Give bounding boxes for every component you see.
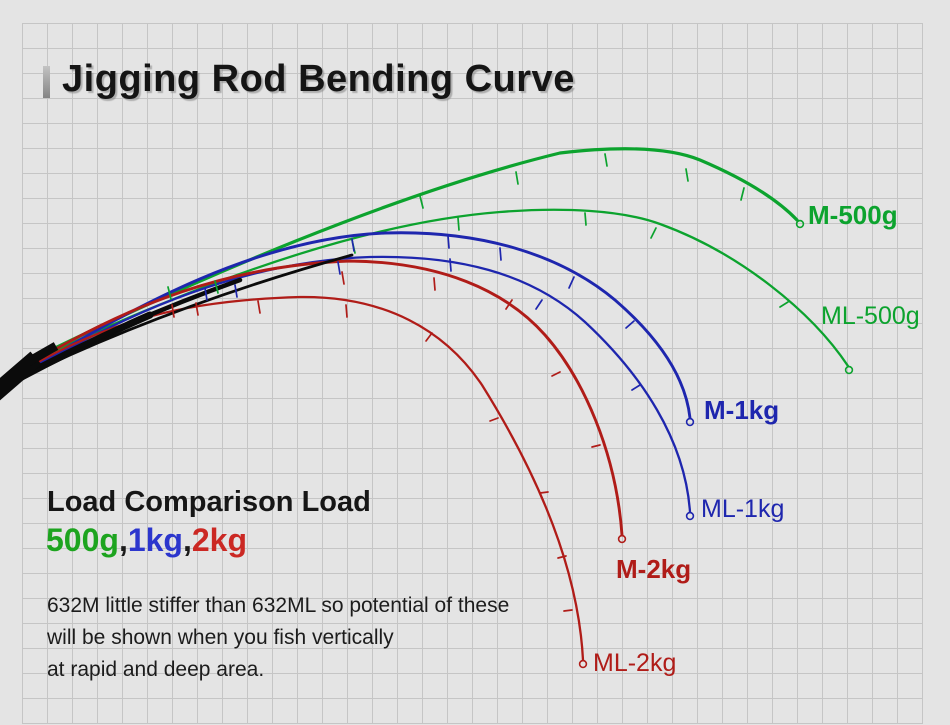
guide-tick-ML-1kg bbox=[631, 384, 641, 391]
guide-tick-M-1kg bbox=[568, 276, 575, 289]
description-line: will be shown when you fish vertically bbox=[47, 626, 394, 649]
guide-tick-M-500g bbox=[685, 168, 689, 182]
guide-tick-ML-2kg bbox=[345, 304, 348, 318]
guide-tick-M-500g bbox=[740, 187, 745, 201]
guide-tick-M-2kg bbox=[591, 444, 601, 448]
rod-blank-bundle bbox=[0, 253, 354, 390]
load-item: 2kg bbox=[191, 522, 247, 558]
guide-tick-ML-1kg bbox=[535, 299, 543, 310]
curve-path-ML-500g bbox=[12, 208, 850, 372]
load-item: 1kg bbox=[127, 522, 183, 558]
title-accent-bar bbox=[43, 66, 50, 98]
curve-path-M-2kg bbox=[12, 259, 624, 537]
guide-tick-ML-2kg bbox=[425, 332, 433, 342]
guide-tick-M-1kg bbox=[625, 320, 635, 329]
guide-tick-M-500g bbox=[167, 286, 172, 300]
curve-label-ML-500g: ML-500g bbox=[821, 302, 920, 330]
curve-path-ML-1kg bbox=[12, 255, 692, 514]
guide-tick-ML-2kg bbox=[539, 491, 549, 494]
page-title: Jigging Rod Bending Curve bbox=[62, 58, 575, 100]
guide-tick-M-500g bbox=[604, 153, 608, 167]
guide-tick-M-2kg bbox=[171, 304, 175, 318]
guide-tick-ML-2kg bbox=[489, 417, 499, 422]
description: 632M little stiffer than 632ML so potent… bbox=[47, 590, 509, 686]
legend-heading: Load Comparison Load bbox=[47, 486, 371, 518]
guide-tick-M-2kg bbox=[505, 299, 513, 310]
curve-label-M-2kg: M-2kg bbox=[616, 554, 691, 584]
guide-tick-ML-2kg bbox=[563, 609, 573, 612]
rod-tip-ring-ML-2kg bbox=[578, 659, 588, 669]
rod-tip-ring-ML-1kg bbox=[685, 511, 695, 521]
guide-tick-M-1kg bbox=[499, 247, 502, 261]
load-item: 500g bbox=[46, 522, 119, 558]
guide-tick-ML-2kg bbox=[257, 300, 261, 314]
rod-grip bbox=[0, 351, 42, 401]
guide-tick-M-1kg bbox=[351, 238, 355, 252]
guide-tick-M-2kg bbox=[433, 277, 436, 291]
load-item: , bbox=[118, 522, 128, 558]
guide-tick-ML-1kg bbox=[337, 261, 341, 275]
guide-tick-ML-500g bbox=[779, 301, 789, 308]
guide-tick-ML-500g bbox=[457, 217, 460, 231]
guide-tick-M-500g bbox=[419, 195, 424, 209]
curve-path-M-500g bbox=[12, 147, 799, 370]
curve-label-M-500g: M-500g bbox=[808, 200, 898, 230]
curve-label-M-1kg: M-1kg bbox=[704, 395, 779, 425]
load-item: , bbox=[182, 522, 192, 558]
rod-grip bbox=[25, 342, 59, 366]
rod-tip-ring-M-1kg bbox=[685, 417, 695, 427]
rod-tip-ring-ML-500g bbox=[844, 365, 854, 375]
legend-loads: 500g,1kg,2kg bbox=[46, 522, 247, 559]
curve-path-M-1kg bbox=[12, 231, 692, 420]
guide-tick-ML-500g bbox=[650, 227, 657, 239]
description-line: 632M little stiffer than 632ML so potent… bbox=[47, 594, 510, 617]
curve-label-ML-1kg: ML-1kg bbox=[701, 495, 784, 523]
guide-tick-M-500g bbox=[515, 171, 519, 185]
description-line: at rapid and deep area. bbox=[47, 658, 265, 681]
curve-label-ML-2kg: ML-2kg bbox=[593, 649, 676, 677]
guide-tick-ML-500g bbox=[214, 280, 219, 294]
guide-tick-ML-2kg bbox=[195, 302, 199, 316]
guide-tick-M-2kg bbox=[341, 271, 345, 285]
rod-tip-ring-M-500g bbox=[795, 219, 805, 229]
guide-tick-M-1kg bbox=[204, 287, 208, 301]
guide-tick-M-1kg bbox=[447, 235, 450, 249]
rod-blank-bundle bbox=[0, 277, 243, 392]
guide-tick-ML-1kg bbox=[234, 284, 238, 298]
guide-tick-M-2kg bbox=[551, 371, 561, 377]
guide-tick-ML-1kg bbox=[449, 258, 452, 272]
guide-tick-ML-2kg bbox=[557, 555, 567, 559]
rod-tip-ring-M-2kg bbox=[617, 534, 627, 544]
guide-tick-ML-500g bbox=[584, 212, 587, 226]
